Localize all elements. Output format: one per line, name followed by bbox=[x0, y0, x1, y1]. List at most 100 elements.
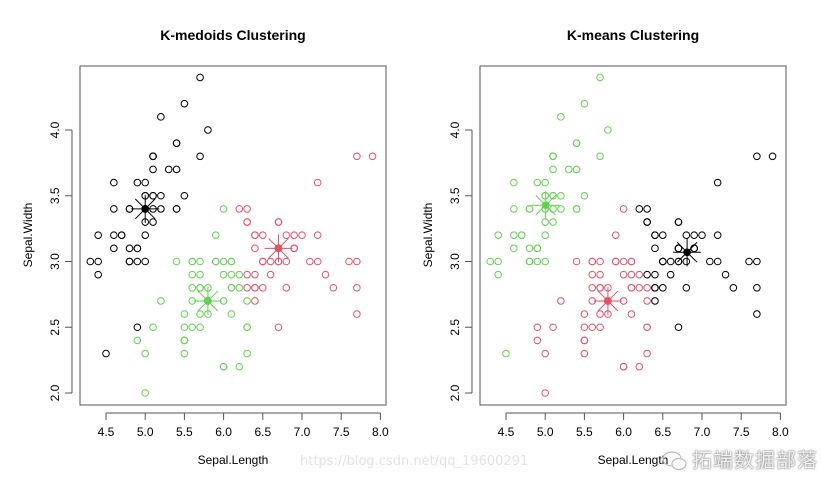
data-point-black-cluster bbox=[125, 244, 134, 253]
data-point-black-cluster bbox=[753, 310, 761, 318]
data-point-green-cluster bbox=[133, 336, 142, 345]
data-point-red-cluster bbox=[251, 270, 259, 279]
data-point-green-cluster bbox=[157, 297, 165, 305]
data-point-black-cluster bbox=[149, 191, 157, 200]
data-point-black-cluster bbox=[659, 257, 667, 266]
data-point-red-cluster bbox=[627, 257, 636, 266]
data-point-green-cluster bbox=[196, 270, 204, 279]
data-point-red-cluster bbox=[533, 323, 542, 332]
data-point-red-cluster bbox=[619, 257, 628, 266]
data-point-green-cluster bbox=[557, 113, 565, 121]
data-point-red-cluster bbox=[580, 310, 589, 318]
data-point-red-cluster bbox=[643, 284, 651, 292]
data-point-green-cluster bbox=[219, 270, 228, 279]
kmedoids-panel: K-medoids Clustering Sepal.Length Sepal.… bbox=[21, 27, 389, 467]
kmeans-panel: K-means Clustering Sepal.Length Sepal.Wi… bbox=[421, 27, 789, 467]
data-point-black-cluster bbox=[157, 191, 165, 200]
x-tick-label: 5.5 bbox=[176, 425, 193, 439]
data-point-red-cluster bbox=[266, 270, 275, 279]
chart-title: K-means Clustering bbox=[567, 27, 699, 43]
data-point-red-cluster bbox=[353, 310, 361, 318]
center-dot bbox=[604, 297, 612, 305]
data-point-black-cluster bbox=[180, 99, 189, 108]
data-point-green-cluster bbox=[596, 152, 604, 161]
data-point-red-cluster bbox=[588, 323, 597, 332]
data-point-green-cluster bbox=[572, 205, 581, 213]
x-tick-label: 5.0 bbox=[537, 425, 554, 439]
data-point-black-cluster bbox=[721, 270, 730, 279]
data-point-black-cluster bbox=[635, 205, 644, 213]
data-point-black-cluster bbox=[172, 205, 181, 213]
data-point-red-cluster bbox=[235, 205, 244, 213]
x-tick-label: 7.0 bbox=[694, 425, 711, 439]
data-point-red-cluster bbox=[596, 323, 604, 332]
data-point-black-cluster bbox=[643, 218, 651, 226]
data-point-black-cluster bbox=[204, 126, 212, 134]
data-point-green-cluster bbox=[572, 165, 581, 174]
data-point-green-cluster bbox=[580, 99, 589, 108]
center-dot bbox=[683, 248, 691, 257]
data-point-black-cluster bbox=[659, 284, 667, 292]
data-point-green-cluster bbox=[502, 349, 510, 358]
data-point-red-cluster bbox=[619, 205, 628, 213]
data-point-green-cluster bbox=[517, 231, 526, 239]
data-point-green-cluster bbox=[525, 257, 534, 266]
data-point-red-cluster bbox=[306, 257, 314, 266]
x-tick-label: 4.5 bbox=[498, 425, 515, 439]
y-tick-label: 2.5 bbox=[48, 319, 62, 336]
cluster-center-red bbox=[264, 234, 293, 263]
data-point-black-cluster bbox=[149, 152, 157, 161]
data-point-red-cluster bbox=[290, 231, 298, 239]
data-point-red-cluster bbox=[282, 284, 291, 292]
center-dot bbox=[274, 244, 283, 253]
data-point-black-cluster bbox=[643, 205, 651, 213]
y-tick-label: 2.0 bbox=[48, 384, 62, 401]
data-point-black-cluster bbox=[102, 349, 110, 358]
x-axis-label: Sepal.Length bbox=[198, 453, 269, 467]
data-point-green-cluster bbox=[549, 218, 557, 226]
data-point-green-cluster bbox=[541, 231, 550, 239]
data-point-green-cluster bbox=[525, 205, 534, 213]
x-tick-label: 7.5 bbox=[733, 425, 750, 439]
data-point-black-cluster bbox=[698, 231, 706, 239]
y-tick-label: 3.5 bbox=[448, 187, 462, 204]
data-point-black-cluster bbox=[651, 231, 659, 239]
data-point-black-cluster bbox=[753, 257, 761, 266]
data-point-black-cluster bbox=[651, 284, 659, 292]
x-tick-label: 7.0 bbox=[294, 425, 311, 439]
data-point-green-cluster bbox=[180, 323, 189, 332]
data-point-red-cluster bbox=[627, 310, 636, 318]
cluster-center-green bbox=[531, 191, 560, 220]
x-tick-label: 4.5 bbox=[98, 425, 115, 439]
x-tick-label: 6.5 bbox=[654, 425, 671, 439]
y-tick-label: 4.0 bbox=[448, 121, 462, 138]
data-point-red-cluster bbox=[243, 218, 251, 226]
data-point-black-cluster bbox=[666, 257, 675, 266]
data-point-green-cluster bbox=[510, 244, 518, 253]
x-tick-label: 8.0 bbox=[772, 425, 789, 439]
y-tick-label: 2.5 bbox=[448, 319, 462, 336]
y-tick-label: 3.0 bbox=[48, 253, 62, 270]
data-point-red-cluster bbox=[274, 218, 283, 226]
x-axis-label: Sepal.Length bbox=[598, 453, 669, 467]
data-point-green-cluster bbox=[235, 284, 244, 292]
x-tick-label: 6.0 bbox=[615, 425, 632, 439]
cluster-center-black bbox=[131, 194, 160, 223]
data-point-black-cluster bbox=[713, 257, 722, 266]
data-point-black-cluster bbox=[651, 270, 659, 279]
plot-frame bbox=[479, 65, 787, 406]
data-point-green-cluster bbox=[604, 126, 612, 134]
data-point-green-cluster bbox=[510, 231, 518, 239]
data-point-red-cluster bbox=[635, 270, 644, 279]
data-point-green-cluster bbox=[219, 257, 228, 266]
data-point-green-cluster bbox=[494, 231, 502, 239]
chart-title: K-medoids Clustering bbox=[160, 27, 305, 43]
x-tick-label: 6.0 bbox=[215, 425, 232, 439]
data-point-black-cluster bbox=[713, 178, 722, 187]
data-point-red-cluster bbox=[596, 270, 604, 279]
data-point-green-cluster bbox=[196, 323, 204, 332]
data-point-black-cluster bbox=[149, 165, 157, 174]
data-point-black-cluster bbox=[172, 139, 181, 147]
data-point-red-cluster bbox=[353, 257, 361, 266]
data-point-red-cluster bbox=[251, 231, 259, 239]
